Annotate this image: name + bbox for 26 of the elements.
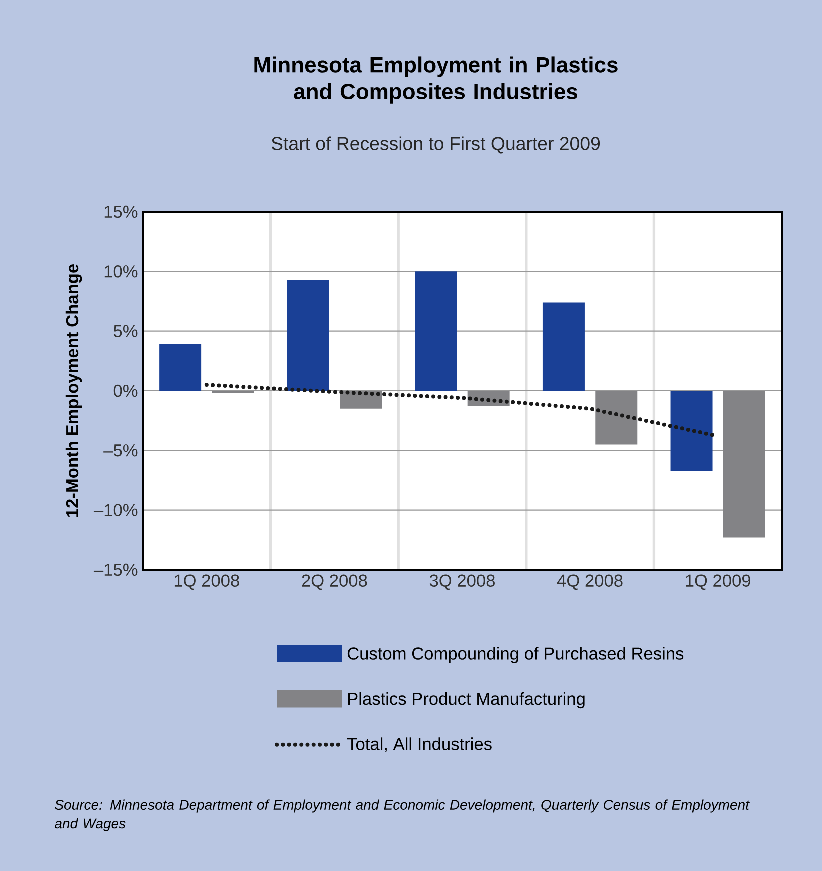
bar [415, 272, 458, 391]
chart-subtitle: Start of Recession to First Quarter 2009 [272, 136, 600, 154]
legend-label: Total, All Industries [347, 738, 492, 752]
bar [542, 302, 585, 391]
bar [670, 391, 713, 471]
bar [160, 344, 202, 391]
y-tick-label: 15% [104, 206, 138, 218]
y-axis-title: 12-Month Employment Change [66, 264, 82, 518]
bar [723, 391, 766, 538]
bar [596, 391, 638, 445]
bar [287, 280, 330, 391]
source-note: Source: Minnesota Department of Employment and Economic Development, Quarterly Census of Employment and Wages [55, 800, 750, 832]
x-tick-label: 1Q 2008 [174, 574, 240, 590]
legend-label: Plastics Product Manufacturing [348, 692, 585, 709]
y-tick-label: 5% [114, 325, 138, 338]
x-tick-label: 2Q 2008 [302, 574, 368, 590]
y-tick-label: –5% [104, 444, 138, 457]
x-tick-label: 1Q 2009 [686, 574, 751, 590]
y-tick-label: –10% [94, 504, 138, 516]
chart-title: Minnesota Employment in Plastics and Composites Industries [254, 56, 618, 104]
legend-label: Custom Compounding of Purchased Resins [348, 647, 684, 664]
y-tick-label: –15% [94, 564, 138, 576]
y-tick-label: 10% [104, 266, 138, 278]
y-tick-label: 0% [114, 384, 138, 398]
x-tick-label: 3Q 2008 [430, 574, 495, 590]
x-tick-label: 4Q 2008 [557, 574, 623, 590]
